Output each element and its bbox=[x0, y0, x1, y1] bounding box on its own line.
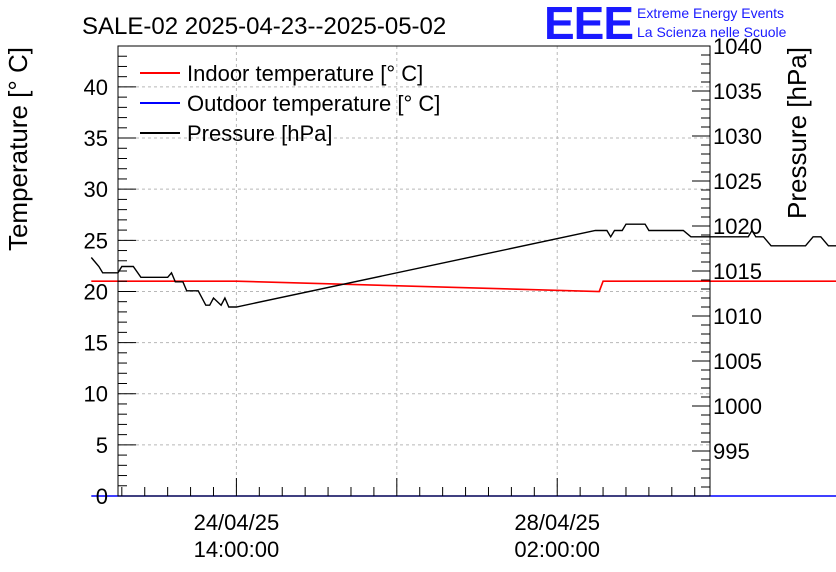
org-name: Extreme Energy Events La Scienza nelle S… bbox=[637, 4, 786, 42]
y-left-tick-label: 30 bbox=[84, 177, 108, 202]
y-left-tick-label: 0 bbox=[96, 484, 108, 509]
y-left-tick-label: 10 bbox=[84, 382, 108, 407]
series-line-3 bbox=[90, 223, 836, 308]
legend-label-2: Outdoor temperature [° C] bbox=[187, 91, 440, 116]
legend: Indoor temperature [° C] Outdoor temperat… bbox=[140, 61, 440, 146]
y-right-tick-label: 1030 bbox=[713, 124, 762, 149]
org-name-line2: La Scienza nelle Scuole bbox=[637, 24, 787, 40]
y-axis-right-label: Pressure [hPa] bbox=[782, 47, 812, 219]
y-left-tick-label: 5 bbox=[96, 433, 108, 458]
y-axis-left-label: Temperature [° C] bbox=[3, 47, 33, 251]
y-right-tick-label: 995 bbox=[713, 439, 750, 464]
y-right-tick-label: 1005 bbox=[713, 349, 762, 374]
x-tick-label-date: 28/04/25 bbox=[514, 510, 600, 535]
series-line-1 bbox=[91, 280, 836, 293]
y-right-tick-label: 1010 bbox=[713, 304, 762, 329]
y-right-tick-label: 1020 bbox=[713, 214, 762, 239]
y-left-tick-label: 35 bbox=[84, 126, 108, 151]
eee-logo: EEE bbox=[544, 0, 634, 49]
legend-label-1: Indoor temperature [° C] bbox=[187, 61, 423, 86]
axes: 0510152025303540995100010051010101510201… bbox=[84, 34, 836, 562]
x-tick-label-time: 02:00:00 bbox=[514, 537, 600, 562]
y-right-tick-label: 1035 bbox=[713, 79, 762, 104]
y-left-tick-label: 25 bbox=[84, 228, 108, 253]
y-left-tick-label: 40 bbox=[84, 75, 108, 100]
y-right-tick-label: 1025 bbox=[713, 169, 762, 194]
legend-label-3: Pressure [hPa] bbox=[187, 121, 333, 146]
chart-title: SALE-02 2025-04-23--2025-05-02 bbox=[82, 13, 446, 40]
x-tick-label-time: 14:00:00 bbox=[194, 537, 280, 562]
y-left-tick-label: 15 bbox=[84, 331, 108, 356]
grid bbox=[118, 46, 710, 496]
org-name-line1: Extreme Energy Events bbox=[637, 5, 785, 21]
y-right-tick-label: 1015 bbox=[713, 259, 762, 284]
y-right-tick-label: 1000 bbox=[713, 394, 762, 419]
y-left-tick-label: 20 bbox=[84, 279, 108, 304]
y-right-tick-label: 1040 bbox=[713, 34, 762, 59]
x-tick-label-date: 24/04/25 bbox=[194, 510, 280, 535]
